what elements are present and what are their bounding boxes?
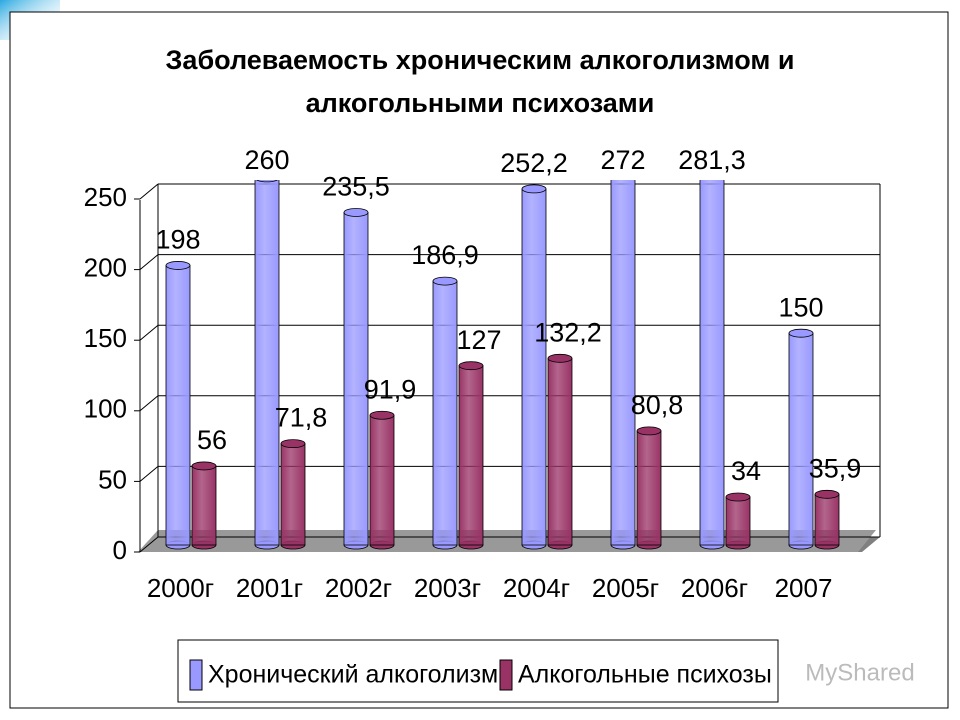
grid-line <box>139 324 159 341</box>
data-label: 260 <box>244 145 289 175</box>
bar <box>254 180 280 550</box>
data-label: 35,9 <box>809 453 862 483</box>
bars <box>165 180 840 550</box>
grid-line <box>139 466 159 482</box>
x-tick-label: 2001г <box>236 573 303 603</box>
bar <box>458 361 484 550</box>
bar <box>725 492 751 550</box>
bar <box>369 410 395 550</box>
bar-body <box>432 280 458 546</box>
data-label: 186,9 <box>411 240 479 270</box>
data-label: 281,3 <box>678 145 746 175</box>
bar-body <box>699 180 725 546</box>
bar-top <box>814 489 840 499</box>
legend-label: Алкогольные психозы <box>518 661 772 689</box>
bar-body <box>369 414 395 546</box>
chart-title: Заболеваемость хроническим алкоголизмом … <box>166 45 795 75</box>
chart-title: алкогольными психозами <box>306 88 655 118</box>
bar-body <box>725 496 751 546</box>
y-tick-label: 0 <box>113 535 127 565</box>
x-tick-label: 2005г <box>592 573 659 603</box>
bar-top <box>521 184 547 194</box>
data-label: 132,2 <box>534 317 602 347</box>
bar-top <box>191 461 217 471</box>
bar-body <box>343 212 369 546</box>
bar-body <box>814 493 840 546</box>
x-tick-label: 2003г <box>414 573 481 603</box>
x-tick-label: 2007 <box>775 573 833 603</box>
bar-top <box>432 276 458 286</box>
data-label: 150 <box>778 292 823 322</box>
y-tick-label: 100 <box>84 394 127 424</box>
data-label: 252,2 <box>500 148 568 178</box>
bar-top <box>369 410 395 420</box>
data-label: 91,9 <box>364 374 417 404</box>
bar-body <box>521 188 547 546</box>
bar <box>165 261 191 550</box>
data-label: 71,8 <box>275 403 328 433</box>
bar-body <box>788 332 814 546</box>
bar-body <box>280 443 306 546</box>
legend-label: Хронический алкоголизм <box>208 661 498 689</box>
x-tick-label: 2004г <box>503 573 570 603</box>
y-tick-label: 200 <box>84 252 127 282</box>
watermark: MyShared <box>805 659 914 686</box>
bar <box>699 180 725 550</box>
bar-body <box>458 365 484 546</box>
x-tick-label: 2002г <box>325 573 392 603</box>
grid-line <box>139 395 159 412</box>
y-tick-label: 150 <box>84 323 127 353</box>
x-tick-label: 2006г <box>681 573 748 603</box>
grid-line <box>139 536 159 553</box>
floor-top <box>138 530 876 552</box>
bar <box>814 489 840 550</box>
data-label: 127 <box>456 325 501 355</box>
bar-body <box>254 180 280 546</box>
bar-body <box>610 180 636 546</box>
bar-body <box>191 465 217 546</box>
data-label: 34 <box>731 456 761 486</box>
y-tick-label: 50 <box>98 464 127 494</box>
data-label: 80,8 <box>631 390 684 420</box>
bar <box>343 208 369 550</box>
bar-top <box>165 261 191 270</box>
data-label: 235,5 <box>322 172 390 202</box>
bar-top <box>256 180 278 183</box>
data-label: 198 <box>155 225 200 255</box>
bar <box>788 328 814 550</box>
x-tick-label: 2000г <box>147 573 214 603</box>
y-tick-label: 250 <box>84 182 127 212</box>
bar-top <box>636 426 662 436</box>
bar-top <box>458 361 484 371</box>
bar <box>547 353 573 550</box>
legend-swatch <box>499 659 513 691</box>
bar-top <box>547 353 573 363</box>
bar <box>610 180 636 550</box>
grid-line <box>139 254 159 270</box>
grid-line <box>139 183 159 200</box>
bar-top <box>280 439 306 449</box>
bar <box>521 184 547 550</box>
bar-body <box>165 265 191 546</box>
data-label: 272 <box>600 145 645 175</box>
legend-swatch <box>189 659 203 691</box>
bar <box>432 276 458 550</box>
bar-top <box>788 328 814 338</box>
bar-top <box>343 208 369 217</box>
bar-body <box>547 357 573 546</box>
bar-top <box>725 492 751 502</box>
bar <box>280 439 306 550</box>
data-label: 56 <box>197 425 227 455</box>
legend <box>177 639 779 703</box>
bar-body <box>636 430 662 546</box>
bar <box>191 461 217 550</box>
bar <box>636 426 662 550</box>
